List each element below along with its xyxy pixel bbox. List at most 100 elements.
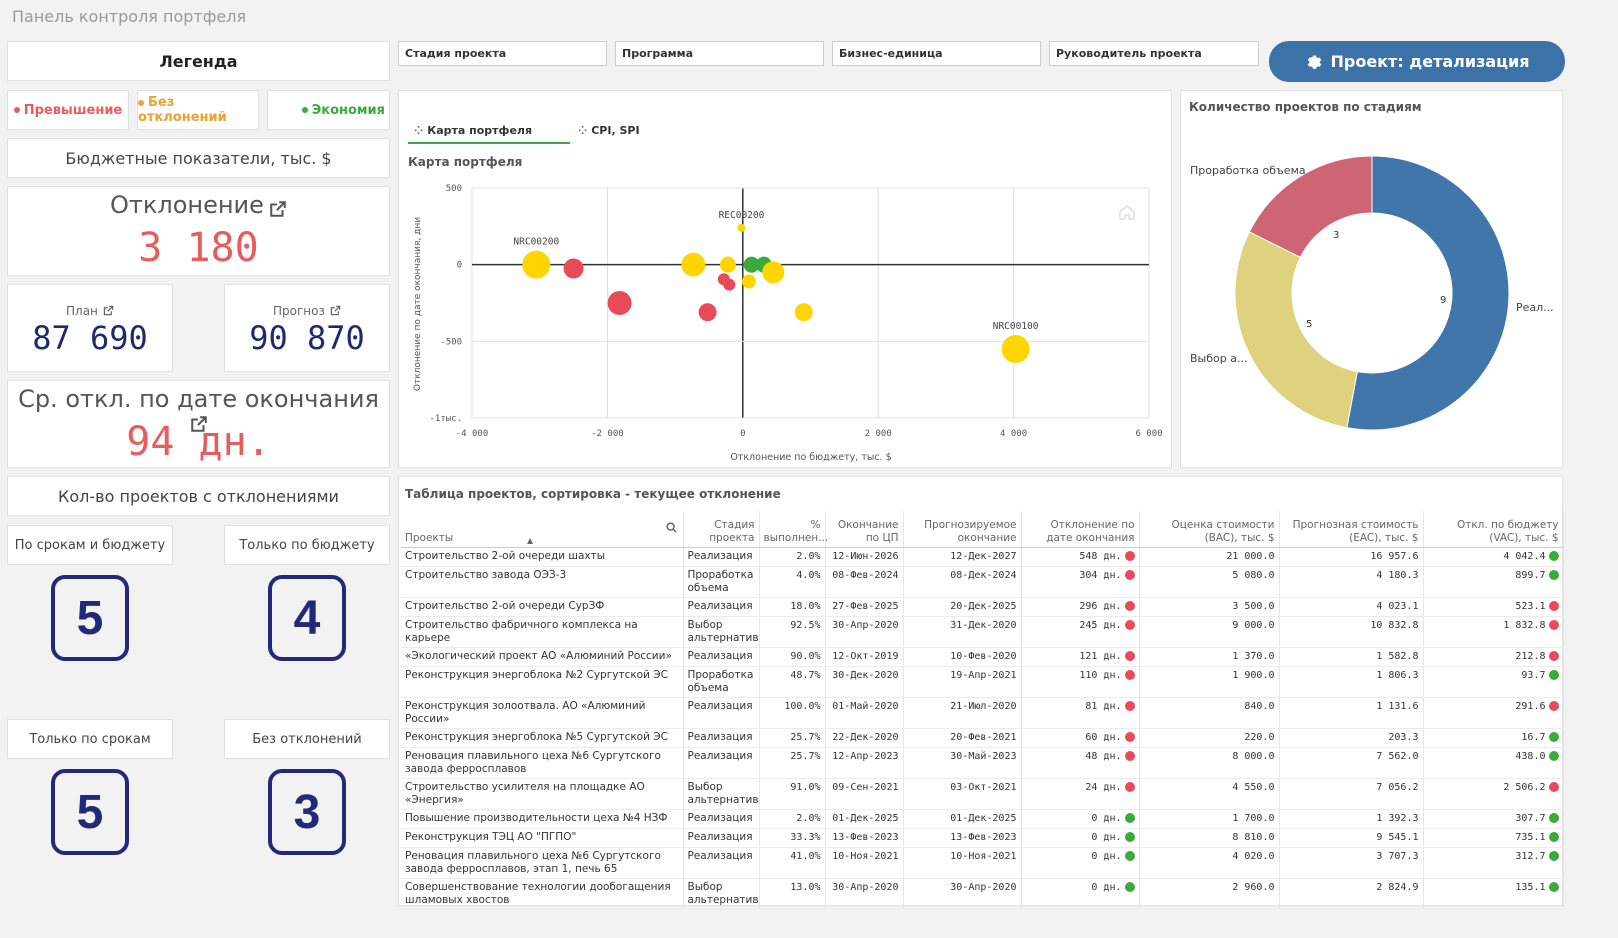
cell-stage: Реализация: [683, 697, 760, 729]
status-dot-icon: [1124, 600, 1135, 611]
count-card-budget-only[interactable]: Только по бюджету: [224, 525, 390, 565]
table-row[interactable]: «Экологический проект АО «Алюминий Росси…: [401, 647, 1564, 667]
col-header-date-deviation[interactable]: Отклонение по дате окончания: [1021, 511, 1140, 548]
cell-project: Реконструкция энергоблока №5 Сургутской …: [401, 728, 684, 748]
search-icon[interactable]: [665, 522, 677, 533]
scatter-point[interactable]: [1001, 335, 1030, 363]
scatter-point[interactable]: [607, 291, 632, 315]
table-row[interactable]: Реконструкция золоотвала. АО «Алюминий Р…: [401, 697, 1564, 729]
scatter-point[interactable]: [743, 256, 760, 273]
donut-slice[interactable]: [1234, 231, 1358, 429]
cell-stage: Реализация: [683, 547, 760, 567]
scatter-point[interactable]: [762, 261, 785, 284]
cell-eac: 7 056.2: [1279, 778, 1424, 810]
donut-slice[interactable]: [1248, 155, 1373, 259]
status-dot-icon: [1124, 550, 1135, 561]
scatter-point[interactable]: [698, 303, 717, 322]
cell-bac: 5 080.0: [1139, 566, 1280, 598]
col-header-planned-end[interactable]: Окончание по ЦП: [825, 511, 904, 548]
stages-donut-chart[interactable]: Проработка объема Выбор а... Реал... 3 5…: [1182, 120, 1562, 465]
table-row[interactable]: Совершенствование технологии дообогащени…: [401, 878, 1564, 910]
count-card-no-deviation[interactable]: Без отклонений: [224, 719, 390, 759]
table-row[interactable]: Реконструкция ТЭЦ АО "ПГПО" Реализация 33.…: [401, 828, 1564, 848]
table-row[interactable]: Строительство 2-ой очереди шахты Реализац…: [401, 547, 1564, 567]
cell-text: 12-Дек-2027: [950, 550, 1017, 562]
project-drilldown-button[interactable]: Проект: детализация: [1269, 41, 1565, 82]
table-row[interactable]: Строительство 2-ой очереди СурЗФ Реализац…: [401, 597, 1564, 617]
deviation-kpi[interactable]: Отклонение 3 180: [7, 186, 390, 276]
scatter-point[interactable]: [741, 274, 756, 289]
cell-text: 48 дн.: [1085, 750, 1122, 762]
status-dot-icon: [1124, 731, 1135, 742]
cell-text: 4 042.4: [1503, 550, 1546, 562]
table-row[interactable]: Строительство фабричного комплекса на ка…: [401, 616, 1564, 648]
table-row[interactable]: Строительство завода ОЭЗ-3 Проработка объ…: [401, 566, 1564, 598]
filter-program[interactable]: Программа: [615, 41, 824, 66]
cell-percent: 4.0%: [759, 566, 826, 598]
count-no-deviation-value: 3: [268, 769, 346, 855]
forecast-value: 90 870: [249, 319, 365, 357]
filter-project-manager[interactable]: Руководитель проекта: [1049, 41, 1259, 66]
tab-portfolio-map[interactable]: ⁘ Карта портфеля: [408, 120, 570, 144]
cell-text: 7 056.2: [1376, 781, 1419, 793]
avg-delay-kpi[interactable]: Ср. откл. по дате окончания 94 дн.: [7, 380, 390, 468]
cell-bac: 2 960.0: [1139, 878, 1280, 910]
table-row[interactable]: Реконструкция энергоблока №2 Сургутской …: [401, 666, 1564, 698]
cell-vac: 735.1: [1423, 828, 1564, 848]
scatter-plot-area: [471, 187, 1150, 419]
cell-planned-end: 08-Фев-2024: [825, 566, 904, 598]
app-title: Панель контроля портфеля: [12, 7, 247, 26]
col-header-eac[interactable]: Прогнозная стоимость (EAC), тыс. $: [1279, 511, 1424, 548]
count-card-schedule-only[interactable]: Только по срокам: [7, 719, 173, 759]
count-budget-only-value: 4: [268, 575, 346, 661]
col-header-vac[interactable]: Откл. по бюджету (VAC), тыс. $: [1423, 511, 1564, 548]
table-row[interactable]: Повышение производительности цеха №4 НЗФ…: [401, 809, 1564, 829]
table-row[interactable]: Реновация плавильного цеха №6 Сургутског…: [401, 847, 1564, 879]
cell-forecast-end: 31-Дек-2020: [903, 616, 1022, 648]
table-row[interactable]: Реконструкция энергоблока №5 Сургутской …: [401, 728, 1564, 748]
table-row[interactable]: Строительство усилителя на площадке АО «…: [401, 778, 1564, 810]
cell-project: Реновация плавильного цеха №6 Сургутског…: [401, 747, 684, 779]
tab-cpi-spi[interactable]: ⁘ CPI, SPI: [572, 120, 692, 144]
cell-text: 30-Дек-2020: [832, 669, 899, 681]
col-header-percent[interactable]: % выполнен...: [759, 511, 828, 548]
portfolio-scatter-chart[interactable]: -4 000 -2 000 0 2 000 4 000 6 000 500 0 -500 -1ты…: [400, 176, 1170, 466]
cell-text: 19-Апр-2021: [950, 669, 1017, 681]
filter-project-stage[interactable]: Стадия проекта: [398, 41, 607, 66]
scatter-point[interactable]: [563, 258, 584, 279]
scatter-point[interactable]: [737, 223, 746, 232]
scatter-point[interactable]: [723, 278, 736, 291]
scatter-point[interactable]: [719, 256, 736, 273]
col-header-stage[interactable]: Стадия проекта: [683, 511, 760, 548]
cell-planned-end: 27-Фев-2025: [825, 597, 904, 617]
cell-text: 41.0%: [790, 850, 821, 862]
scatter-point[interactable]: [681, 252, 706, 277]
cell-project: Реконструкция энергоблока №2 Сургутской …: [401, 666, 684, 698]
table-row[interactable]: Реновация плавильного цеха №6 Сургутског…: [401, 747, 1564, 779]
cell-stage: Выбор альтернатив: [683, 616, 760, 648]
cell-eac: 3 707.3: [1279, 847, 1424, 879]
external-link-icon[interactable]: [269, 200, 287, 218]
tab-label: CPI, SPI: [591, 124, 640, 137]
scatter-point[interactable]: [794, 303, 813, 322]
col-header-bac[interactable]: Оценка стоимости (BAC), тыс. $: [1139, 511, 1280, 548]
plan-kpi[interactable]: План 87 690: [7, 284, 173, 372]
col-header-forecast-end[interactable]: Прогнозируемое окончание: [903, 511, 1022, 548]
col-header-projects[interactable]: Проекты ▲: [401, 511, 684, 548]
forecast-kpi[interactable]: Прогноз 90 870: [224, 284, 390, 372]
external-link-icon[interactable]: [190, 415, 208, 433]
cell-text: 08-Дек-2024: [950, 569, 1017, 581]
count-card-schedule-budget[interactable]: По срокам и бюджету: [7, 525, 173, 565]
scatter-tab-icon: ⁘: [578, 124, 588, 137]
cell-percent: 48.7%: [759, 666, 826, 698]
cell-vac: 16.7: [1423, 728, 1564, 748]
external-link-icon[interactable]: [103, 305, 114, 316]
scatter-point[interactable]: [522, 250, 551, 279]
donut-slice[interactable]: [1346, 155, 1510, 431]
filter-business-unit[interactable]: Бизнес-единица: [832, 41, 1041, 66]
external-link-icon[interactable]: [330, 305, 341, 316]
cell-eac: 1 131.6: [1279, 697, 1424, 729]
cell-text: 01-Дек-2025: [950, 812, 1017, 824]
cell-bac: 8 000.0: [1139, 747, 1280, 779]
home-icon[interactable]: [1119, 205, 1135, 220]
